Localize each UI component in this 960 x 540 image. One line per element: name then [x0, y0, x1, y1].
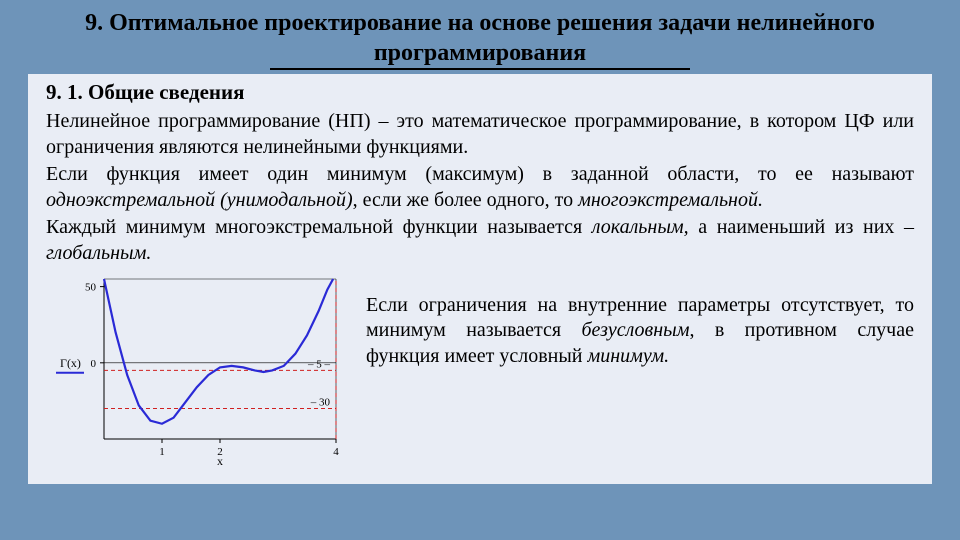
- svg-text:x: x: [217, 454, 223, 468]
- content-panel: 9. 1. Общие сведения Нелинейное программ…: [28, 74, 932, 484]
- svg-text:0: 0: [91, 357, 97, 369]
- svg-text:– 5 –: – 5 –: [307, 358, 331, 370]
- main-title-line2: программирования: [30, 38, 930, 68]
- p3-i2: глобальным.: [46, 242, 151, 264]
- p4-i2: минимум.: [587, 345, 669, 367]
- svg-text:50: 50: [85, 281, 97, 293]
- section-subheading: 9. 1. Общие сведения: [46, 80, 914, 105]
- p2-i1: одноэкстремальной (унимодальной): [46, 189, 353, 211]
- p3-a: Каждый минимум многоэкстремальной функци…: [46, 216, 592, 238]
- paragraph-3: Каждый минимум многоэкстремальной функци…: [46, 215, 914, 266]
- paragraph-1: Нелинейное программирование (НП) – это м…: [46, 109, 914, 160]
- paragraph-2: Если функция имеет один минимум (максиму…: [46, 162, 914, 213]
- function-chart: 500124– 30– 5 –Γ(x)x: [46, 269, 356, 469]
- p2-a: Если функция имеет один минимум (максиму…: [46, 163, 914, 185]
- p4-i1: безусловным: [581, 319, 689, 341]
- paragraph-4: Если ограничения на внутренние параметры…: [366, 269, 914, 370]
- p2-b: , если же более одного, то: [353, 189, 579, 211]
- main-title-line1: 9. Оптимальное проектирование на основе …: [30, 8, 930, 38]
- p2-i2: многоэкстремальной.: [578, 189, 763, 211]
- p3-b: а наименьший из них –: [689, 216, 914, 238]
- title-area: 9. Оптимальное проектирование на основе …: [0, 0, 960, 74]
- lower-row: 500124– 30– 5 –Γ(x)x Если ограничения на…: [46, 269, 914, 474]
- svg-text:1: 1: [159, 446, 165, 458]
- chart-cell: 500124– 30– 5 –Γ(x)x: [46, 269, 366, 474]
- svg-text:4: 4: [333, 446, 339, 458]
- p1-text: Нелинейное программирование (НП) – это м…: [46, 110, 914, 158]
- svg-text:– 30: – 30: [310, 396, 331, 408]
- title-underline: [270, 68, 690, 70]
- svg-text:Γ(x): Γ(x): [60, 355, 81, 369]
- p3-i1: локальным,: [592, 216, 689, 238]
